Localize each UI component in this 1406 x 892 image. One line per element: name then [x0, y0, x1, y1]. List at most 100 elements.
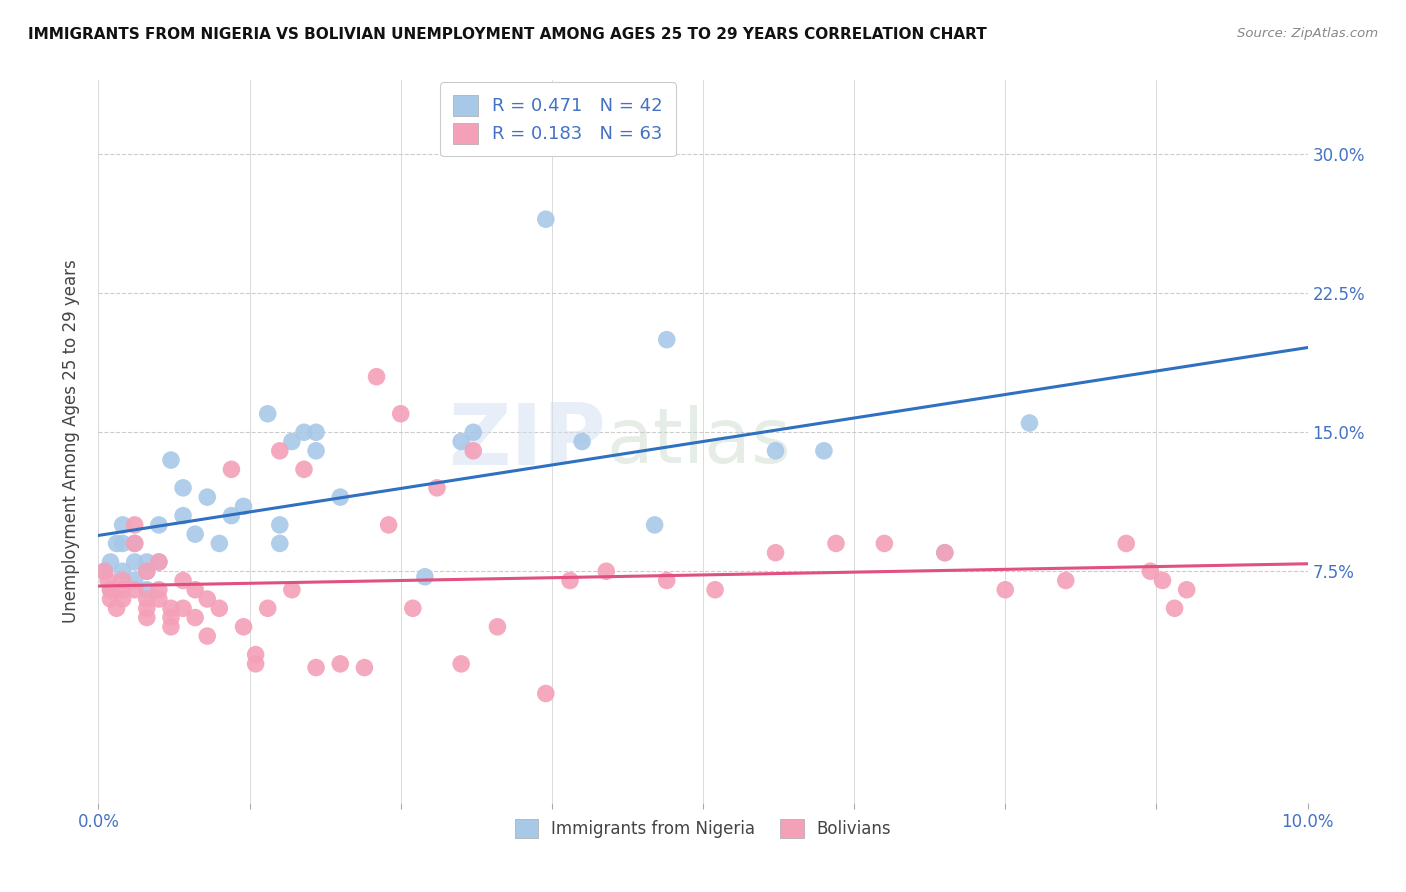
Point [232, 620, 254, 634]
Point [269, 536, 291, 550]
Point [100, 592, 122, 607]
Point [329, 490, 352, 504]
Point [873, 536, 896, 550]
Point [93, 564, 115, 578]
Point [353, 660, 375, 674]
Point [305, 425, 328, 440]
Point [704, 582, 727, 597]
Point [305, 660, 328, 674]
Point [1018, 416, 1040, 430]
Point [377, 517, 399, 532]
Point [135, 582, 157, 597]
Point [111, 592, 134, 607]
Point [124, 536, 146, 550]
Point [100, 582, 122, 597]
Point [135, 610, 157, 624]
Point [402, 601, 425, 615]
Text: IMMIGRANTS FROM NIGERIA VS BOLIVIAN UNEMPLOYMENT AMONG AGES 25 TO 29 YEARS CORRE: IMMIGRANTS FROM NIGERIA VS BOLIVIAN UNEM… [28, 27, 987, 42]
Point [269, 443, 291, 458]
Point [184, 610, 207, 624]
Point [644, 517, 666, 532]
Point [148, 582, 170, 597]
Point [195, 592, 218, 607]
Point [221, 462, 243, 476]
Point [208, 601, 231, 615]
Text: atlas: atlas [606, 405, 792, 478]
Point [221, 508, 243, 523]
Point [281, 434, 304, 449]
Point [124, 536, 146, 550]
Point [184, 527, 207, 541]
Point [1139, 564, 1161, 578]
Point [172, 508, 194, 523]
Point [135, 592, 157, 607]
Point [160, 610, 183, 624]
Y-axis label: Unemployment Among Ages 25 to 29 years: Unemployment Among Ages 25 to 29 years [62, 260, 80, 624]
Point [111, 517, 134, 532]
Point [450, 657, 472, 671]
Point [160, 601, 183, 615]
Point [463, 425, 485, 440]
Point [450, 434, 472, 449]
Point [232, 500, 254, 514]
Point [105, 601, 128, 615]
Point [160, 620, 183, 634]
Point [93, 564, 115, 578]
Point [135, 564, 157, 578]
Point [813, 443, 835, 458]
Point [172, 574, 194, 588]
Point [124, 517, 146, 532]
Point [994, 582, 1017, 597]
Point [1054, 574, 1077, 588]
Text: Source: ZipAtlas.com: Source: ZipAtlas.com [1237, 27, 1378, 40]
Point [463, 443, 485, 458]
Point [245, 648, 267, 662]
Point [124, 574, 146, 588]
Point [534, 212, 557, 227]
Point [934, 546, 956, 560]
Point [160, 453, 183, 467]
Point [413, 570, 436, 584]
Point [100, 555, 122, 569]
Point [148, 555, 170, 569]
Point [208, 536, 231, 550]
Point [135, 601, 157, 615]
Point [111, 536, 134, 550]
Point [172, 481, 194, 495]
Point [825, 536, 848, 550]
Point [124, 582, 146, 597]
Point [486, 620, 509, 634]
Point [172, 601, 194, 615]
Point [366, 369, 388, 384]
Point [124, 555, 146, 569]
Point [534, 686, 557, 700]
Point [256, 601, 278, 615]
Point [558, 574, 581, 588]
Legend: Immigrants from Nigeria, Bolivians: Immigrants from Nigeria, Bolivians [508, 813, 898, 845]
Point [305, 443, 328, 458]
Point [934, 546, 956, 560]
Point [329, 657, 352, 671]
Point [97, 574, 120, 588]
Point [1152, 574, 1174, 588]
Point [1163, 601, 1185, 615]
Point [135, 555, 157, 569]
Point [148, 592, 170, 607]
Point [426, 481, 449, 495]
Point [148, 555, 170, 569]
Point [269, 517, 291, 532]
Point [111, 582, 134, 597]
Point [595, 564, 617, 578]
Point [148, 517, 170, 532]
Point [292, 462, 315, 476]
Point [571, 434, 593, 449]
Point [245, 657, 267, 671]
Point [195, 490, 218, 504]
Point [389, 407, 412, 421]
Point [184, 582, 207, 597]
Point [765, 443, 787, 458]
Point [111, 574, 134, 588]
Point [195, 629, 218, 643]
Point [765, 546, 787, 560]
Point [111, 564, 134, 578]
